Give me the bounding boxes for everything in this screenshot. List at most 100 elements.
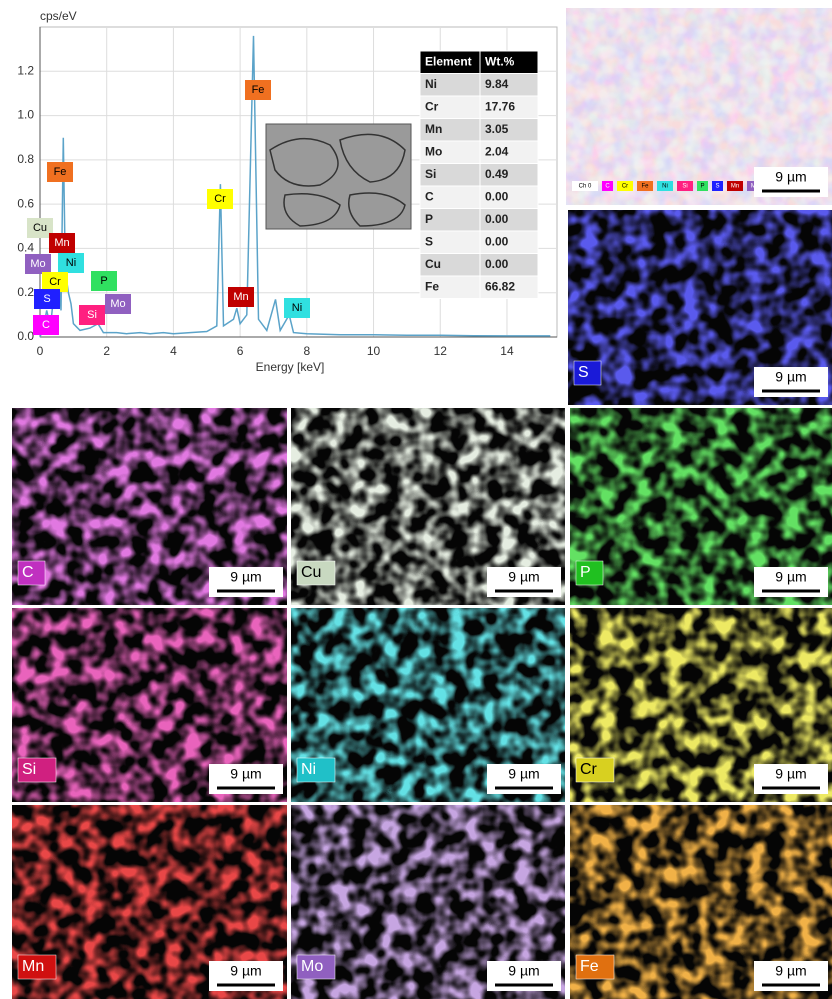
table-text: 66.82 — [485, 279, 515, 293]
y-tick-label: 1.0 — [17, 108, 34, 122]
legend-swatch — [602, 181, 613, 191]
scale-label: 9 µm — [775, 169, 806, 185]
y-tick-label: 0.8 — [17, 152, 34, 166]
x-tick-label: 0 — [37, 344, 44, 358]
element-map: Ch 0CCrFeNiSiPSMnMoCu9 µm — [566, 8, 832, 205]
table-text: 2.04 — [485, 144, 509, 158]
legend-label: Si — [682, 184, 687, 190]
legend-label: Fe — [641, 184, 649, 190]
map-label-box — [296, 954, 336, 980]
table-text: Si — [425, 167, 436, 181]
table-text: Cr — [425, 99, 439, 113]
peak-label: Fe — [252, 84, 265, 96]
peak-label: Fe — [54, 166, 67, 178]
scale-label: 9 µm — [508, 766, 539, 782]
legend-label: Ch 0 — [579, 184, 592, 190]
table-text: S — [425, 234, 433, 248]
y-tick-label: 0.4 — [17, 241, 34, 255]
sem-inset — [265, 123, 412, 230]
peak-label-box — [33, 315, 59, 335]
peak-label: Cr — [214, 193, 226, 205]
peak-label-box — [58, 253, 84, 273]
table-text: Fe — [425, 279, 439, 293]
peak-label-box — [49, 233, 75, 253]
map-label: C — [22, 564, 34, 581]
map-label: Mo — [301, 958, 323, 975]
peak-label: P — [100, 275, 107, 287]
table-text: Ni — [425, 77, 437, 91]
legend-swatch — [637, 181, 653, 191]
scale-label: 9 µm — [230, 766, 261, 782]
scale-label: 9 µm — [775, 569, 806, 585]
legend-label: C — [605, 184, 610, 190]
x-axis-label: Energy [keV] — [256, 360, 325, 374]
map-label-box — [17, 757, 57, 783]
legend-label: Ni — [662, 184, 668, 190]
peak-label-box — [91, 271, 117, 291]
map-label-box — [17, 560, 46, 586]
legend-swatch — [712, 181, 723, 191]
peak-label: C — [42, 319, 50, 331]
peak-label: S — [43, 293, 50, 305]
table-cell — [479, 275, 539, 299]
peak-label-box — [284, 298, 310, 318]
legend-swatch — [697, 181, 708, 191]
x-tick-label: 10 — [367, 344, 381, 358]
legend-swatch — [617, 181, 633, 191]
table-text: 9.84 — [485, 77, 509, 91]
peak-label-box — [228, 287, 254, 307]
x-tick-label: 4 — [170, 344, 177, 358]
table-text: P — [425, 212, 433, 226]
map-label-box — [573, 360, 602, 386]
table-text: Cu — [425, 257, 441, 271]
element-map: S 9 µm — [568, 210, 832, 405]
peak-label-box — [245, 80, 271, 100]
element-map: Cu 9 µm — [291, 408, 565, 605]
element-map: Fe 9 µm — [570, 805, 832, 999]
y-tick-label: 1.2 — [17, 63, 34, 77]
scale-label: 9 µm — [775, 369, 806, 385]
spectrum-line — [39, 35, 551, 338]
scale-label: 9 µm — [230, 569, 261, 585]
table-text: 0.49 — [485, 167, 509, 181]
x-tick-label: 2 — [103, 344, 110, 358]
table-text: Mn — [425, 122, 442, 136]
map-label-box — [296, 757, 336, 783]
element-map: Si 9 µm — [12, 608, 287, 802]
map-label: P — [580, 564, 591, 581]
element-map: P 9 µm — [570, 408, 832, 605]
x-tick-label: 14 — [500, 344, 514, 358]
peak-label-box — [79, 305, 105, 325]
peak-label: Cr — [49, 276, 61, 288]
map-label-box — [575, 560, 604, 586]
map-label: Mn — [22, 958, 44, 975]
scale-label: 9 µm — [775, 766, 806, 782]
element-map: Mn 9 µm — [12, 805, 287, 999]
x-tick-label: 6 — [237, 344, 244, 358]
peak-label-box — [105, 294, 131, 314]
scale-label: 9 µm — [508, 569, 539, 585]
table-text: Mo — [425, 144, 442, 158]
map-label-box — [296, 560, 336, 586]
legend-swatch — [727, 181, 743, 191]
peak-label-box — [25, 254, 51, 274]
table-header: Wt.% — [485, 54, 515, 68]
legend-label: Mn — [731, 184, 739, 190]
table-text: 0.00 — [485, 257, 509, 271]
map-label: Fe — [580, 958, 599, 975]
map-label-box — [575, 757, 615, 783]
scale-label: 9 µm — [230, 963, 261, 979]
y-tick-label: 0.6 — [17, 196, 34, 210]
legend-label: S — [715, 184, 719, 190]
peak-label-box — [47, 162, 73, 182]
peak-label-box — [34, 289, 60, 309]
table-text: 17.76 — [485, 99, 515, 113]
map-label: S — [578, 364, 589, 381]
peak-label-box — [42, 272, 68, 292]
map-label: Si — [22, 761, 36, 778]
y-tick-label: 0.0 — [17, 329, 34, 343]
peak-label: Cu — [33, 222, 47, 234]
map-label: Cu — [301, 564, 321, 581]
peak-label: Ni — [66, 257, 76, 269]
